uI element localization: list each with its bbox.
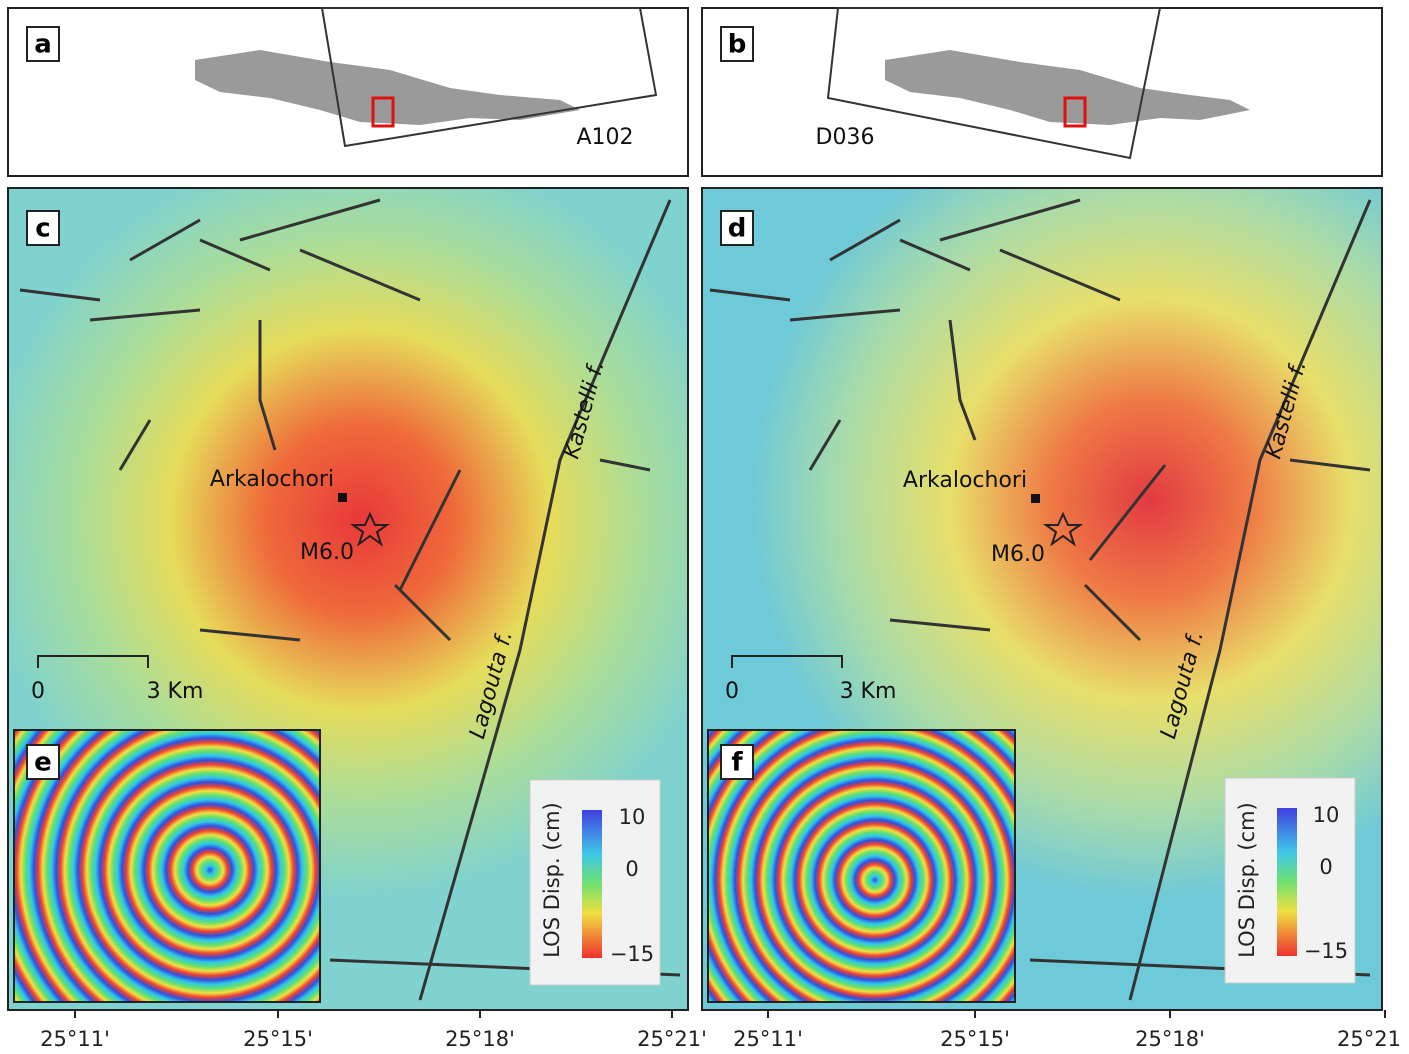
colorbar-tick: 0 bbox=[1319, 855, 1332, 879]
event-label: M6.0 bbox=[300, 540, 354, 565]
scale-label: 0 bbox=[725, 679, 739, 704]
colorbar-title: LOS Disp. (cm) bbox=[540, 802, 564, 958]
scale-label: 3 Km bbox=[840, 679, 897, 704]
panel-label: b bbox=[728, 30, 747, 60]
track-label: D036 bbox=[816, 125, 875, 150]
figure: a A102 b D036 c Arkalochori M6.0 0 3 Km … bbox=[0, 0, 1409, 1054]
colorbar-tick: −15 bbox=[1304, 939, 1348, 963]
x-tick-label: 25°11' bbox=[40, 1027, 110, 1051]
town-label: Arkalochori bbox=[210, 467, 334, 492]
colorbar-tick: −15 bbox=[610, 942, 654, 966]
x-tick-label: 25°18' bbox=[445, 1027, 515, 1051]
colorbar-title: LOS Disp. (cm) bbox=[1235, 802, 1259, 958]
panel-label: f bbox=[731, 748, 743, 778]
x-tick-label: 25°15' bbox=[940, 1027, 1010, 1051]
colorbar-tick: 10 bbox=[1313, 803, 1340, 827]
panel-label: a bbox=[34, 30, 52, 60]
track-label: A102 bbox=[576, 125, 633, 150]
x-tick-label: 25°15' bbox=[243, 1027, 313, 1051]
town-marker bbox=[338, 493, 347, 502]
x-tick-label: 25°11' bbox=[733, 1027, 803, 1051]
x-tick-label: 25°21 bbox=[1337, 1027, 1401, 1051]
colorbar bbox=[1277, 808, 1297, 956]
colorbar-tick: 0 bbox=[625, 857, 638, 881]
interferogram bbox=[708, 730, 1015, 1002]
town-marker bbox=[1031, 494, 1040, 503]
scale-label: 0 bbox=[31, 679, 45, 704]
x-axis: 25°11' 25°15' 25°18' 25°21' 25°11' 25°15' 25°1… bbox=[40, 1010, 1401, 1051]
colorbar-tick: 10 bbox=[619, 805, 646, 829]
colorbar bbox=[582, 810, 602, 958]
x-tick-label: 25°18' bbox=[1135, 1027, 1205, 1051]
panel-label: d bbox=[728, 214, 747, 244]
event-label: M6.0 bbox=[991, 542, 1045, 567]
scale-label: 3 Km bbox=[147, 679, 204, 704]
panel-label: e bbox=[34, 748, 52, 778]
x-tick-label: 25°21' bbox=[637, 1027, 707, 1051]
town-label: Arkalochori bbox=[903, 468, 1027, 493]
panel-label: c bbox=[35, 214, 50, 244]
